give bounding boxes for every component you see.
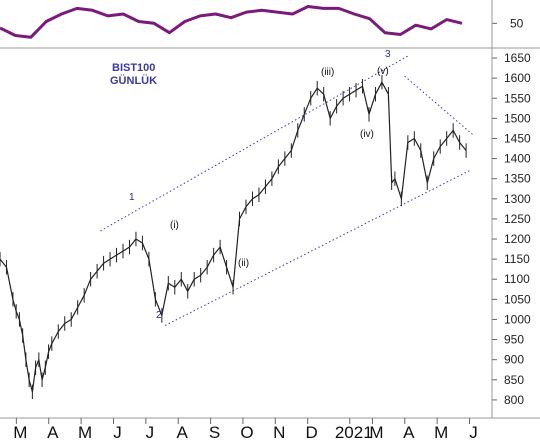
chart-title: BIST100 [112, 62, 155, 74]
wave-label-1: 1 [129, 192, 135, 203]
wave-label-iii: (iii) [321, 67, 334, 78]
indicator-tick-label: 50 [510, 16, 524, 30]
price-tick-label: 1450 [504, 131, 531, 145]
price-tick-label: 1400 [504, 152, 531, 166]
price-line [0, 81, 467, 393]
trend-channel-line [404, 75, 473, 135]
wave-label-2: 2 [156, 310, 162, 321]
price-tick-label: 900 [504, 353, 524, 367]
price-tick-label: 1050 [504, 292, 531, 306]
wave-label-iv: (iv) [360, 129, 374, 140]
month-label: D [306, 423, 318, 441]
trend-channel-line [100, 55, 409, 232]
month-label: J [113, 423, 122, 441]
month-label: A [177, 423, 189, 441]
price-tick-label: 1650 [504, 51, 531, 65]
price-tick-label: 1550 [504, 91, 531, 105]
wave-label-ii: (ii) [238, 258, 249, 269]
trend-channel-line [164, 170, 470, 326]
indicator-panel: 50 [0, 5, 540, 49]
price-tick-label: 850 [504, 373, 524, 387]
month-label: A [47, 423, 59, 441]
price-tick-label: 1300 [504, 192, 531, 206]
month-label: M [13, 423, 27, 441]
indicator-line [0, 5, 463, 39]
month-label: M [369, 423, 383, 441]
price-tick-label: 800 [504, 393, 524, 407]
month-label: S [209, 423, 220, 441]
month-label: M [78, 423, 92, 441]
wave-label-3: 3 [385, 49, 391, 60]
wave-label-i: (i) [170, 220, 179, 231]
price-tick-label: 950 [504, 333, 524, 347]
price-tick-label: 1500 [504, 111, 531, 125]
price-tick-label: 1250 [504, 212, 531, 226]
month-label: J [469, 423, 478, 441]
wave-label-v: (v) [377, 66, 389, 77]
month-label: A [403, 423, 415, 441]
month-label: N [273, 423, 285, 441]
month-label: M [434, 423, 448, 441]
month-label: J [146, 423, 155, 441]
month-label: O [240, 423, 253, 441]
month-label: 2021 [335, 423, 373, 441]
price-tick-label: 1150 [504, 252, 530, 266]
price-tick-label: 1000 [504, 312, 531, 326]
price-tick-label: 1200 [504, 232, 531, 246]
price-tick-label: 1100 [504, 272, 530, 286]
chart-subtitle: GÜNLÜK [110, 74, 157, 87]
price-tick-label: 1600 [504, 71, 531, 85]
price-tick-label: 1350 [504, 172, 531, 186]
